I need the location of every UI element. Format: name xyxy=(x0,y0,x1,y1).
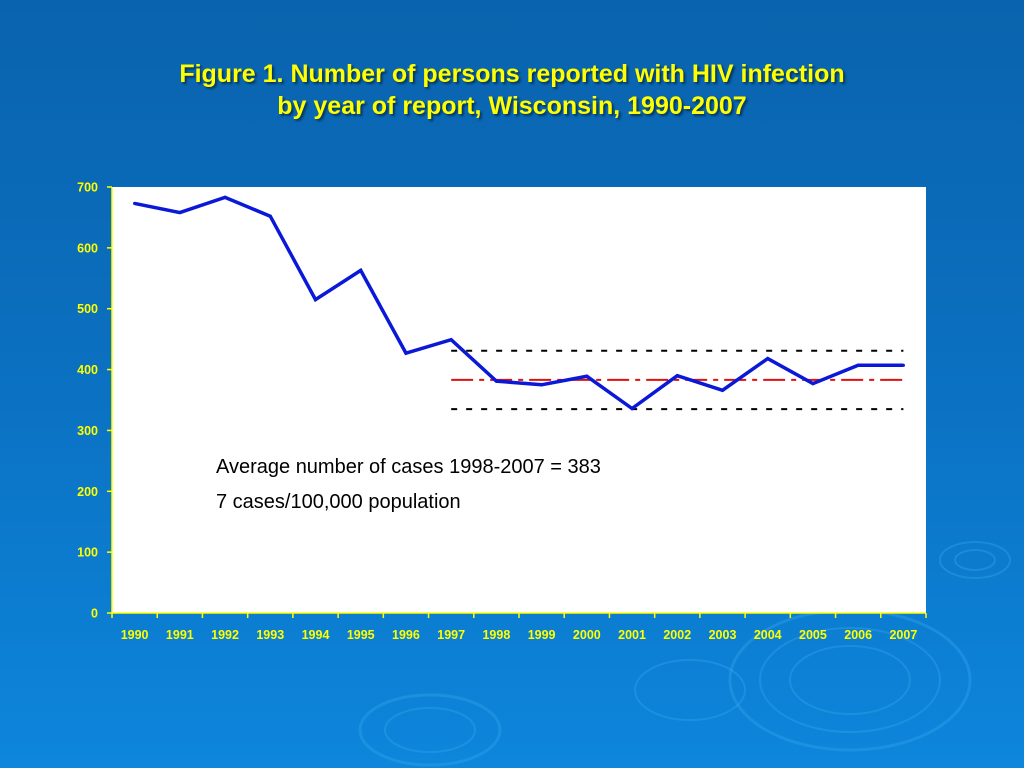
data-point xyxy=(585,374,589,378)
x-tick-label: 2000 xyxy=(573,628,601,642)
x-tick-label: 2002 xyxy=(663,628,691,642)
y-tick-label: 0 xyxy=(91,607,98,621)
data-point xyxy=(811,381,815,386)
slide-title: Figure 1. Number of persons reported wit… xyxy=(0,58,1024,122)
data-point xyxy=(449,338,453,342)
data-point xyxy=(766,357,770,361)
data-point xyxy=(720,388,725,392)
data-point xyxy=(675,374,679,378)
x-tick-label: 1999 xyxy=(528,628,556,642)
x-tick-label: 2007 xyxy=(889,628,917,642)
x-tick-label: 1995 xyxy=(347,628,375,642)
data-point xyxy=(268,214,272,218)
data-point xyxy=(540,383,544,387)
series-line xyxy=(134,195,904,411)
annotation-rate: 7 cases/100,000 population xyxy=(216,491,461,513)
data-point xyxy=(901,363,905,367)
data-point xyxy=(359,268,363,272)
x-tick-label: 2006 xyxy=(844,628,872,642)
data-point xyxy=(133,201,137,206)
data-point xyxy=(404,351,408,355)
x-tick-label: 2001 xyxy=(618,628,646,642)
y-tick-label: 700 xyxy=(77,181,98,195)
background-ripples xyxy=(358,541,1011,767)
x-tick-label: 1992 xyxy=(211,628,239,642)
data-point xyxy=(856,363,860,367)
x-tick-label: 2004 xyxy=(754,628,782,642)
data-point xyxy=(313,297,318,302)
title-line-2: by year of report, Wisconsin, 1990-2007 xyxy=(277,92,747,120)
plot-area xyxy=(112,187,926,613)
data-point xyxy=(494,379,498,383)
x-tick-label: 1997 xyxy=(437,628,465,642)
axes: 0 100 200 300 400 500 600 700 1990 1991 1992 1993 19… xyxy=(77,181,927,642)
x-tick-label: 1996 xyxy=(392,628,420,642)
y-tick-label: 200 xyxy=(77,485,98,499)
title-line-1: Figure 1. Number of persons reported wit… xyxy=(179,60,845,88)
x-tick-label: 2005 xyxy=(799,628,827,642)
annotation-average: Average number of cases 1998-2007 = 383 xyxy=(216,456,601,478)
x-tick-label: 2003 xyxy=(709,628,737,642)
data-point xyxy=(223,195,227,199)
y-tick-label: 400 xyxy=(77,363,98,377)
y-tick-label: 300 xyxy=(77,424,98,438)
y-tick-label: 600 xyxy=(77,241,98,255)
reference-lines xyxy=(451,349,904,411)
x-tick-label: 1998 xyxy=(482,628,510,642)
data-point xyxy=(178,210,182,215)
x-tick-label: 1993 xyxy=(256,628,284,642)
y-tick-label: 500 xyxy=(77,302,98,316)
x-tick-label: 1994 xyxy=(302,628,330,642)
y-tick-label: 100 xyxy=(77,546,98,560)
series-layer xyxy=(133,195,905,411)
x-tick-label: 1990 xyxy=(121,628,149,642)
data-point xyxy=(630,406,634,411)
x-tick-label: 1991 xyxy=(166,628,194,642)
